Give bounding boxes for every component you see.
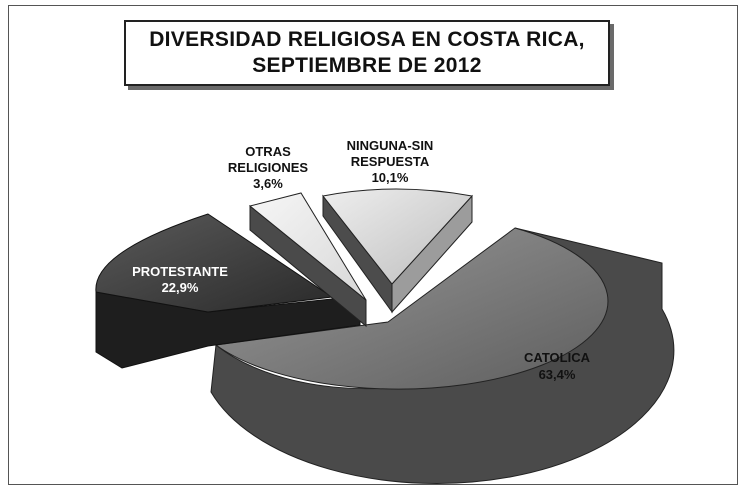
chart-title-line2: SEPTIEMBRE DE 2012 [252, 54, 482, 77]
label-protestante-line1: PROTESTANTE [132, 264, 228, 279]
slice-otras-top [248, 192, 367, 301]
label-catolica-value: 63,4% [539, 367, 576, 382]
label-otras-line2: RELIGIONES [228, 160, 309, 175]
chart-title-box: DIVERSIDAD RELIGIOSA EN COSTA RICA, SEPT… [124, 20, 610, 86]
label-protestante-value: 22,9% [162, 280, 199, 295]
slice-catolica-top [214, 227, 609, 390]
slice-ninguna-top [322, 188, 473, 285]
label-otras-line1: OTRAS [245, 144, 291, 159]
label-ninguna-line1: NINGUNA-SIN [347, 138, 434, 153]
label-ninguna-value: 10,1% [372, 170, 409, 185]
label-ninguna-line2: RESPUESTA [351, 154, 430, 169]
label-catolica-line1: CATOLICA [524, 350, 591, 365]
slice-protestante-top [95, 213, 334, 313]
label-otras-value: 3,6% [253, 176, 283, 191]
chart-title-line1: DIVERSIDAD RELIGIOSA EN COSTA RICA, [149, 28, 585, 51]
